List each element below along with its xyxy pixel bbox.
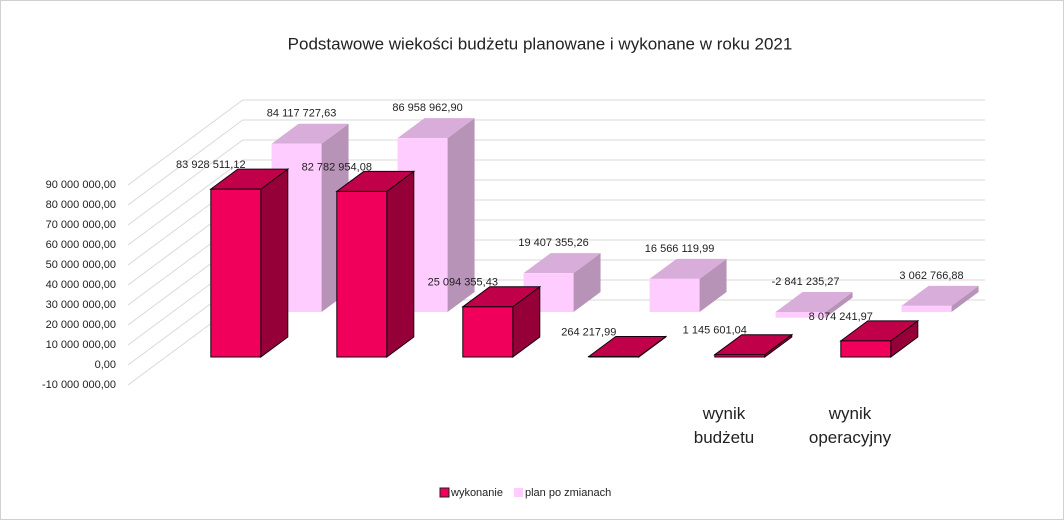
- chart-title: Podstawowe wiekości budżetu planowane i …: [288, 34, 793, 53]
- grid-line: [127, 139, 985, 226]
- x-tick-label: wynik operacyjny: [809, 404, 892, 447]
- bar-top: [901, 285, 979, 306]
- y-tick-label: 70 000 000,00: [46, 219, 116, 231]
- data-label: 86 958 962,90: [392, 102, 462, 114]
- bar-top: [523, 253, 601, 274]
- bar-top: [775, 292, 853, 312]
- bar: [775, 312, 826, 318]
- bar-top: [649, 258, 727, 279]
- y-tick-label: 80 000 000,00: [46, 199, 116, 211]
- data-label: 3 062 766,88: [899, 270, 963, 282]
- x-tick-label-line: operacyjny: [809, 428, 892, 447]
- y-tick-label: -10 000 000,00: [42, 379, 116, 391]
- data-label: 264 217,99: [561, 326, 616, 338]
- data-label: 25 094 355,43: [428, 277, 498, 289]
- y-tick-label: 30 000 000,00: [46, 299, 116, 311]
- y-tick-label: 50 000 000,00: [46, 259, 116, 271]
- bar-side: [447, 118, 475, 312]
- bar-side: [260, 168, 289, 358]
- bar: [714, 354, 766, 358]
- bar: [901, 305, 952, 312]
- data-label: -2 841 235,27: [772, 276, 840, 288]
- bar-top: [271, 123, 349, 144]
- bar-side: [951, 285, 979, 312]
- y-tick-label: 20 000 000,00: [46, 319, 116, 331]
- y-tick-label: 90 000 000,00: [46, 179, 116, 191]
- bar-side: [386, 170, 415, 358]
- data-label: 19 407 355,26: [518, 237, 588, 249]
- y-tick-label: 10 000 000,00: [46, 339, 116, 351]
- data-label: 1 145 601,04: [683, 325, 747, 337]
- legend-label: wykonanie: [450, 487, 503, 499]
- data-label: 83 928 511,12: [176, 159, 246, 171]
- x-tick-label-line: budżetu: [694, 428, 755, 447]
- bar: [462, 306, 514, 358]
- bar: [210, 188, 262, 358]
- legend-swatch: [439, 487, 450, 498]
- grid-line: [127, 99, 985, 186]
- bar: [336, 190, 388, 358]
- y-tick-label: 40 000 000,00: [46, 279, 116, 291]
- bar: [840, 340, 892, 358]
- data-label: 84 117 727,63: [267, 108, 337, 120]
- data-label: 8 074 241,97: [809, 311, 873, 323]
- x-tick-label-line: wynik: [828, 404, 872, 423]
- bar: [649, 278, 700, 312]
- legend-swatch: [513, 488, 523, 497]
- data-label: 16 566 119,99: [645, 243, 715, 255]
- bar: [588, 355, 640, 358]
- legend-label: plan po zmianach: [525, 487, 611, 499]
- bar-top: [397, 118, 475, 139]
- x-tick-label-line: wynik: [702, 404, 746, 423]
- bar-side: [573, 253, 601, 312]
- bar-side: [825, 292, 853, 318]
- y-tick-label: 60 000 000,00: [46, 239, 116, 251]
- y-tick-label: 0,00: [95, 359, 116, 371]
- data-label: 82 782 954,08: [302, 161, 372, 173]
- bar-side: [699, 258, 727, 312]
- grid-line: [127, 159, 985, 246]
- x-tick-label: wynik budżetu: [694, 404, 755, 447]
- grid-line: [127, 119, 985, 206]
